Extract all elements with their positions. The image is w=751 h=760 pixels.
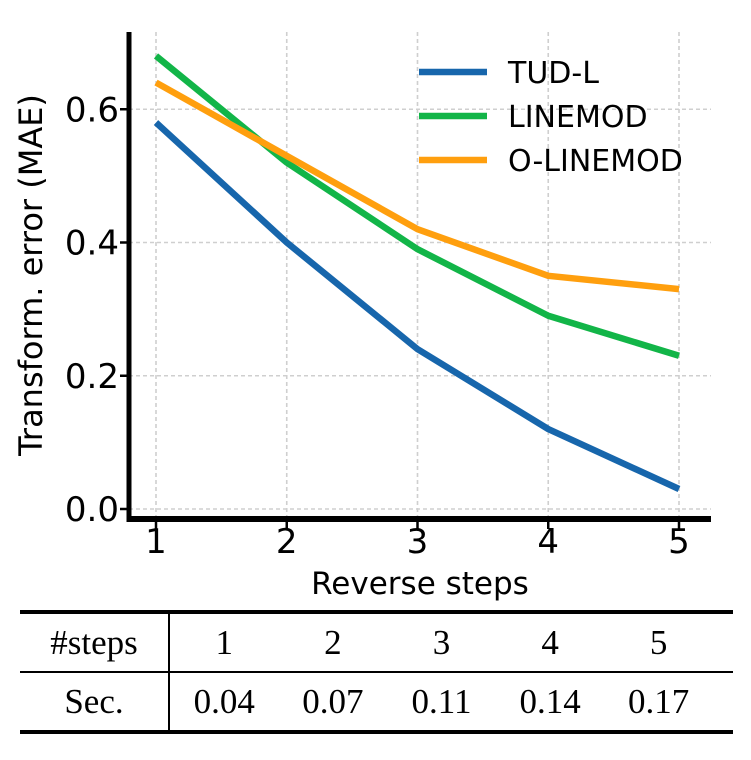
line-chart: 1 2 3 4 5 0.0 0.2 0.4 0.6 Reverse steps Transform.… [12, 32, 711, 602]
table-bottom-rule [20, 730, 733, 734]
y-tick-label: 0.2 [65, 357, 119, 397]
steps-cell: 5 [649, 622, 668, 662]
steps-cell: 1 [215, 622, 234, 662]
legend-label-linemod: LINEMOD [508, 100, 648, 135]
legend-label-tud-l: TUD-L [507, 56, 599, 91]
x-tick-label: 4 [537, 522, 559, 562]
y-tick-label: 0.0 [65, 490, 119, 530]
y-axis-label: Transform. error (MAE) [12, 94, 50, 457]
table-header-row: #steps 1 2 3 4 5 [20, 614, 733, 671]
seconds-cell: 0.07 [302, 681, 364, 721]
seconds-cell: 0.04 [193, 681, 255, 721]
series-line-o-linemod [154, 79, 680, 293]
series-line-tud-l [153, 120, 681, 492]
series-line-linemod [153, 53, 680, 359]
timing-table: #steps 1 2 3 4 5 Sec. 0.04 0.07 0.11 0.14 0.17 [20, 610, 733, 734]
steps-cell: 2 [324, 622, 342, 662]
seconds-cell: 0.17 [628, 681, 690, 721]
legend-label-o-linemod: O-LINEMOD [508, 144, 683, 179]
steps-header-label: #steps [20, 614, 170, 671]
seconds-cell: 0.11 [411, 681, 472, 721]
x-tick-label: 5 [668, 522, 690, 562]
y-tick-label: 0.6 [65, 90, 119, 130]
x-tick-label: 3 [407, 522, 429, 562]
seconds-cell: 0.14 [519, 681, 581, 721]
steps-cell: 4 [541, 622, 559, 662]
x-axis-label: Reverse steps [311, 566, 529, 602]
steps-values: 1 2 3 4 5 [170, 614, 733, 671]
table-top-rule [20, 610, 733, 614]
seconds-values: 0.04 0.07 0.11 0.14 0.17 [170, 673, 733, 730]
table-mid-rule [20, 671, 733, 673]
table-seconds-row: Sec. 0.04 0.07 0.11 0.14 0.17 [20, 673, 733, 730]
y-tick-label: 0.4 [65, 224, 119, 264]
x-tick-label: 2 [276, 522, 298, 562]
steps-cell: 3 [432, 622, 451, 662]
seconds-row-label: Sec. [20, 673, 170, 730]
x-tick-label: 1 [145, 522, 167, 562]
